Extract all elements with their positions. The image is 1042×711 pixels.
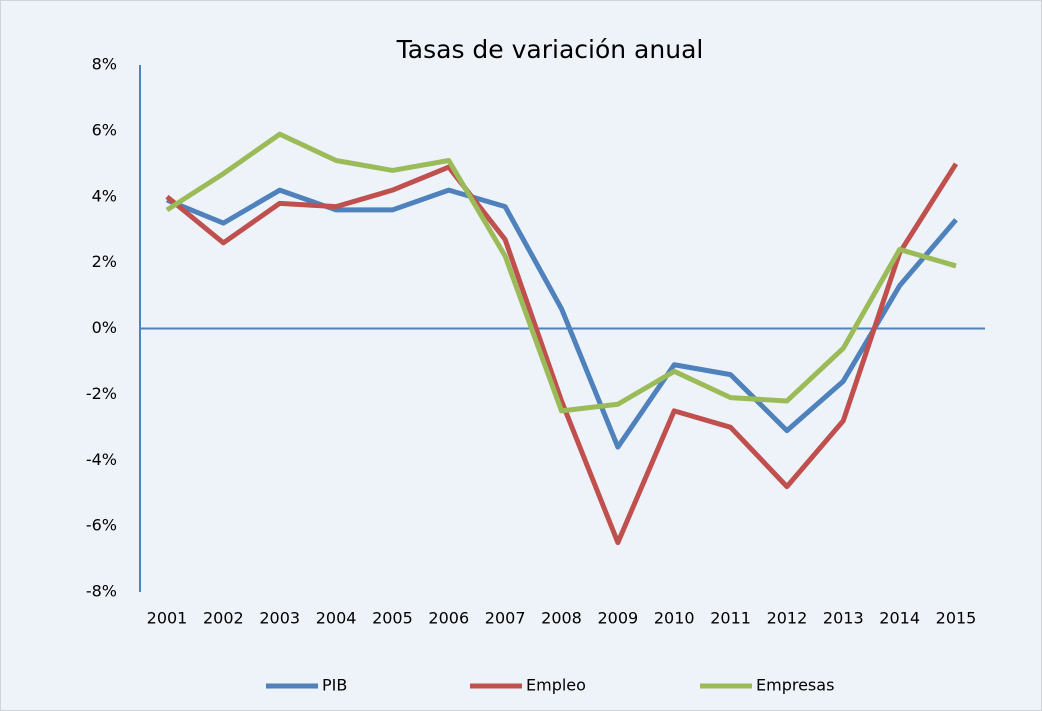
x-tick-label: 2002 — [203, 609, 244, 628]
y-tick-label: 0% — [92, 318, 117, 337]
x-tick-label: 2008 — [541, 609, 582, 628]
chart-title: Tasas de variación anual — [396, 35, 704, 64]
x-tick-label: 2005 — [372, 609, 413, 628]
y-tick-label: -8% — [86, 582, 117, 601]
x-tick-label: 2001 — [147, 609, 188, 628]
series-line — [165, 162, 959, 546]
x-tick-label: 2013 — [823, 609, 864, 628]
x-tick-label: 2003 — [259, 609, 300, 628]
series-line — [166, 187, 958, 450]
legend-label: Empresas — [756, 676, 834, 695]
x-tick-label: 2010 — [654, 609, 695, 628]
y-tick-label: 6% — [92, 120, 117, 139]
y-tick-label: 8% — [92, 55, 117, 74]
y-tick-label: 2% — [92, 252, 117, 271]
legend-label: PIB — [322, 676, 347, 695]
y-tick-label: -2% — [86, 384, 117, 403]
y-tick-label: -4% — [86, 450, 117, 469]
x-tick-label: 2007 — [485, 609, 526, 628]
x-tick-label: 2009 — [597, 609, 638, 628]
x-tick-label: 2015 — [936, 609, 977, 628]
x-tick-label: 2006 — [428, 609, 469, 628]
x-tick-label: 2011 — [710, 609, 751, 628]
x-tick-label: 2004 — [316, 609, 357, 628]
y-tick-label: -6% — [86, 516, 117, 535]
legend-label: Empleo — [526, 676, 586, 695]
x-tick-label: 2014 — [879, 609, 920, 628]
x-tick-label: 2012 — [767, 609, 808, 628]
y-tick-label: 4% — [92, 186, 117, 205]
series-line — [165, 131, 957, 414]
